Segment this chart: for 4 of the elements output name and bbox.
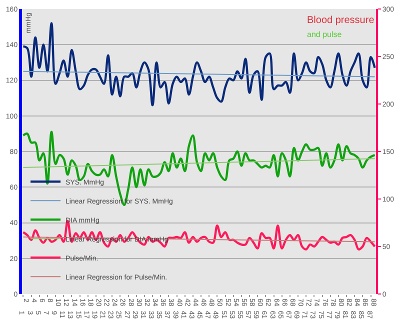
line-series bbox=[22, 130, 376, 206]
text: Blood pressure bbox=[307, 15, 375, 26]
text: and pulse bbox=[307, 30, 342, 39]
line-series bbox=[22, 220, 376, 250]
